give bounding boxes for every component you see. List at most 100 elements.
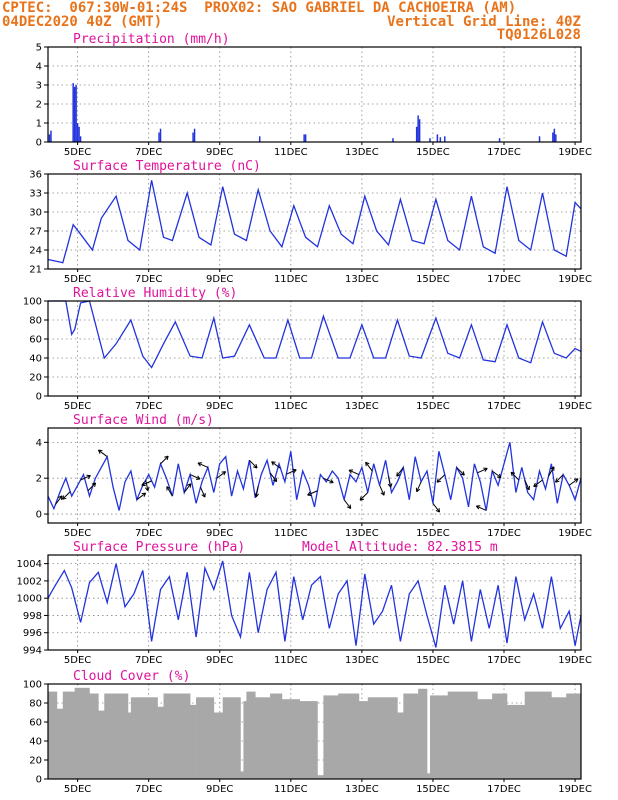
press-panel: 994 996 998 1000 1002 1004 5DEC 7DEC 9DEC 11DEC 13… (17, 540, 592, 666)
wind-vector (271, 461, 281, 469)
cloud-xtick-label: 13DEC (345, 784, 379, 795)
precip-bar (158, 132, 160, 142)
wind-vector (80, 474, 91, 481)
press-title: Surface Pressure (hPa) (73, 540, 245, 555)
precip-title: Precipitation (mm/h) (73, 32, 230, 47)
wind-title: Surface Wind (m/s) (73, 413, 214, 428)
precip-bar (538, 136, 541, 142)
temp-xtick-label: 7DEC (135, 274, 162, 285)
wind-xtick-label: 15DEC (416, 528, 450, 539)
temp-frame (47, 173, 582, 270)
precip-bar (417, 115, 419, 142)
precip-bar (48, 134, 51, 142)
rh-xtick-label: 15DEC (416, 401, 450, 412)
wind-vector (365, 461, 373, 472)
wind-vector (87, 482, 97, 492)
cloud-bar (62, 691, 75, 779)
wind-vector (189, 474, 201, 480)
precip-bar (304, 134, 307, 142)
wind-vector (160, 455, 169, 465)
cloud-ytick-label: 60 (29, 718, 42, 729)
wind-vector (436, 474, 446, 483)
cloud-panel: 0 20 40 60 80 100 5DEC 7DEC 9DEC 11DEC 13DEC 15DEC 1… (23, 669, 592, 795)
rh-ytick-label: 40 (29, 354, 42, 365)
cloud-title: Cloud Cover (%) (73, 669, 190, 684)
rh-ytick-label: 0 (36, 392, 42, 403)
cloud-bar (397, 712, 404, 779)
temp-xtick-label: 9DEC (206, 274, 233, 285)
cloud-bar (447, 691, 478, 779)
rh-xtick-label: 5DEC (64, 401, 91, 412)
precip-xtick-label: 15DEC (416, 147, 450, 158)
precip-ytick-label: 2 (36, 100, 42, 111)
wind-vector (568, 478, 579, 486)
precip-bar (72, 83, 74, 142)
temp-ytick-label: 27 (29, 227, 42, 238)
cloud-bar (270, 693, 283, 779)
precip-bar (552, 132, 554, 142)
wind-vector (269, 472, 278, 483)
precip-panel: 0 1 2 3 4 5 5DEC 7DEC 9DEC 11DEC 13DEC 15DEC 17DEC 19… (36, 32, 592, 158)
precip-bar (75, 85, 77, 142)
cloud-bar (213, 712, 224, 779)
press-ytick-label: 996 (23, 628, 42, 639)
cloud-bar (163, 693, 191, 779)
press-ytick-label: 1004 (17, 559, 42, 570)
precip-ytick-label: 1 (36, 119, 42, 130)
cloud-bar (566, 693, 582, 779)
precip-bar (498, 138, 501, 142)
precip-xtick-label: 19DEC (558, 147, 592, 158)
precip-bar (439, 137, 442, 142)
cloud-bar (403, 693, 419, 779)
wind-vector (415, 481, 422, 493)
cloud-bar (551, 697, 567, 779)
cloud-xtick-label: 9DEC (206, 784, 233, 795)
cloud-bar (524, 691, 552, 779)
rh-xtick-label: 9DEC (206, 401, 233, 412)
press-xtick-label: 17DEC (487, 655, 521, 666)
wind-vector (141, 480, 152, 487)
cloud-bar (299, 701, 318, 779)
wind-vector (343, 499, 352, 509)
cloud-bar (104, 693, 129, 779)
cloud-bar (338, 693, 360, 779)
cloud-xtick-label: 19DEC (558, 784, 592, 795)
press-ytick-label: 994 (23, 646, 42, 657)
wind-vector (197, 462, 209, 468)
press-xtick-label: 15DEC (416, 655, 450, 666)
wind-vector (144, 479, 150, 492)
temp-xtick-label: 5DEC (64, 274, 91, 285)
cloud-bar (246, 691, 256, 779)
rh-panel: 0 20 40 60 80 100 5DEC 7DEC 9DEC 11DEC 13DEC 15DEC 1… (23, 286, 592, 412)
temp-ytick-label: 33 (29, 189, 42, 200)
cloud-bar (429, 695, 449, 779)
precip-bar (392, 138, 394, 142)
rh-ytick-label: 60 (29, 335, 42, 346)
temp-xtick-label: 15DEC (416, 274, 450, 285)
temp-title: Surface Temperature (nC) (73, 159, 261, 174)
wind-vector (286, 468, 297, 475)
precip-bar (553, 128, 556, 142)
cloud-bar (243, 701, 247, 779)
precip-bar (192, 132, 194, 142)
wind-vector (307, 490, 318, 496)
precip-bar (418, 119, 421, 142)
cloud-frame (47, 683, 582, 780)
cloud-bar (358, 701, 369, 779)
cloud-bar (98, 710, 105, 779)
wind-vector (200, 486, 206, 498)
temp-line (47, 180, 582, 264)
cloud-bar (367, 697, 398, 779)
precip-bar (79, 136, 82, 142)
cloud-ytick-label: 80 (29, 699, 42, 710)
wind-vector (491, 470, 502, 479)
wind-vector (396, 467, 404, 477)
precip-ytick-label: 3 (36, 81, 42, 92)
press-xtick-label: 19DEC (558, 655, 592, 666)
wind-vector (456, 467, 465, 476)
temp-panel: 21 24 27 30 33 36 5DEC 7DEC 9DEC 11DEC 13DEC 15DEC 1… (29, 159, 592, 285)
precip-ytick-label: 4 (36, 62, 42, 73)
precip-bar (193, 128, 196, 142)
cloud-bar (190, 704, 197, 779)
